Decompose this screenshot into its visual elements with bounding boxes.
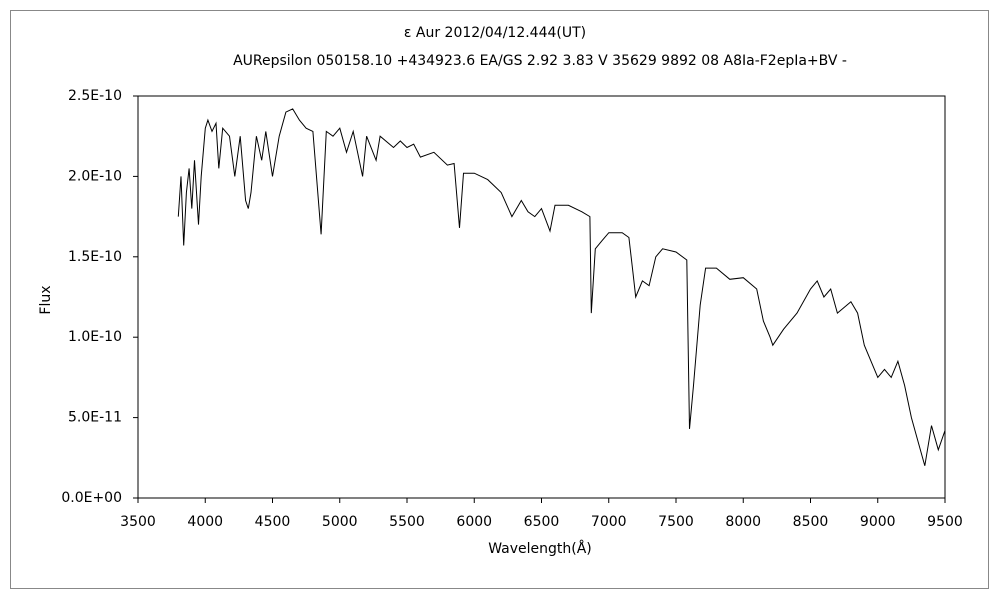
x-tick-label: 8000 <box>725 514 761 530</box>
y-tick-label: 5.0E-11 <box>68 410 122 426</box>
x-axis-label: Wavelength(Å) <box>488 540 592 557</box>
x-tick-label: 7500 <box>658 514 694 530</box>
y-tick-label: 1.5E-10 <box>68 249 122 265</box>
y-axis-label: Flux <box>38 285 54 314</box>
y-tick-label: 2.0E-10 <box>68 168 122 184</box>
chart-title: ε Aur 2012/04/12.444(UT) <box>404 25 586 41</box>
spectrum-line <box>177 108 946 466</box>
x-tick-label: 5500 <box>389 514 425 530</box>
x-tick-label: 7000 <box>591 514 627 530</box>
chart-subtitle: AURepsilon 050158.10 +434923.6 EA/GS 2.9… <box>233 53 847 69</box>
y-tick-label: 0.0E+00 <box>61 490 122 506</box>
x-tick-label: 6500 <box>524 514 560 530</box>
y-tick-label: 1.0E-10 <box>68 329 122 345</box>
x-tick-label: 4500 <box>255 514 291 530</box>
x-tick-label: 8500 <box>793 514 829 530</box>
x-tick-label: 4000 <box>187 514 223 530</box>
x-tick-label: 5000 <box>322 514 358 530</box>
x-tick-label: 9000 <box>860 514 896 530</box>
chart-frame <box>10 10 989 589</box>
y-tick-label: 2.5E-10 <box>68 88 122 104</box>
x-tick-label: 3500 <box>120 514 156 530</box>
x-tick-label: 9500 <box>927 514 963 530</box>
x-tick-label: 6000 <box>456 514 492 530</box>
